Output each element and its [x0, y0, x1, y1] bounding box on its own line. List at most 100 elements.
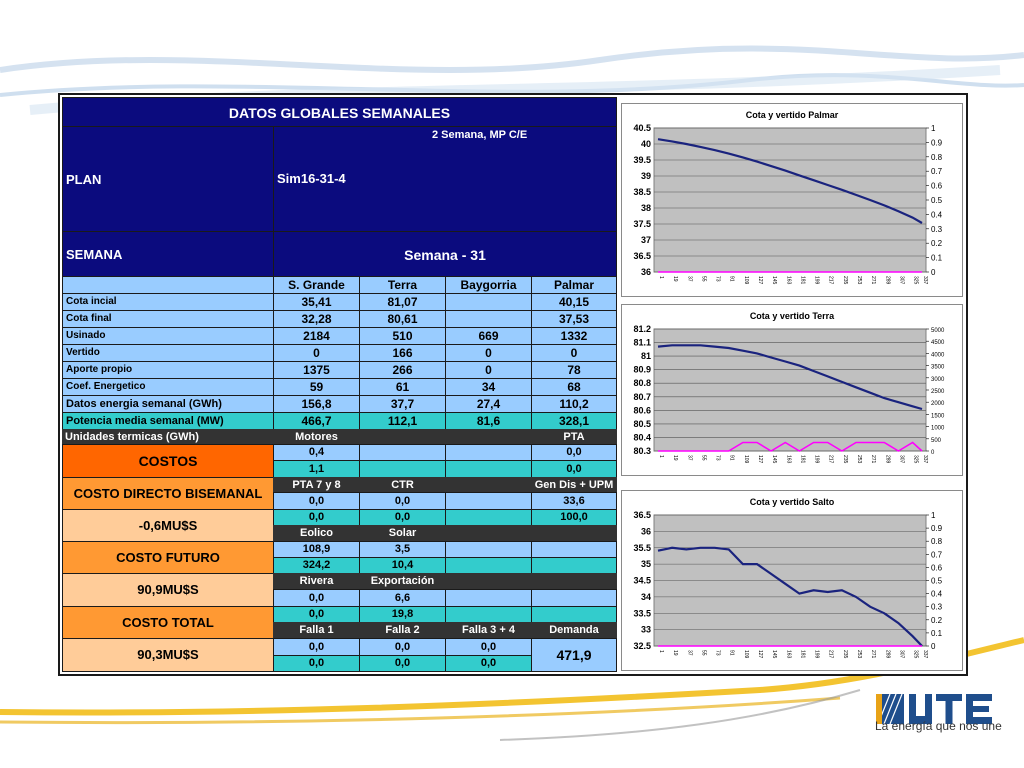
- termicas-cell: [445, 492, 532, 510]
- x-tick-label: 91: [729, 455, 735, 461]
- termicas-cell: 0,0: [531, 444, 617, 461]
- row-label: Vertido: [62, 344, 274, 362]
- y2-tick-label: 0.2: [931, 616, 943, 625]
- table-cell: 166: [359, 344, 446, 362]
- termicas-header: Falla 2: [359, 622, 446, 639]
- table-cell: 156,8: [273, 395, 360, 413]
- y2-tick-label: 0: [931, 268, 936, 277]
- y2-tick-label: 4000: [931, 352, 945, 358]
- y2-tick-label: 1500: [931, 413, 945, 419]
- x-tick-label: 307: [898, 455, 904, 464]
- table-cell: 34: [445, 378, 532, 396]
- y-tick-label: 35.5: [633, 543, 651, 553]
- x-tick-label: 289: [884, 650, 890, 659]
- y-tick-label: 34.5: [633, 576, 651, 586]
- termicas-header: CTR: [359, 477, 446, 493]
- y2-tick-label: 0.9: [931, 138, 943, 147]
- chart-title: Cota y vertido Terra: [750, 311, 835, 321]
- x-tick-label: 217: [828, 276, 834, 285]
- termicas-cell: 19,8: [359, 606, 446, 623]
- y-tick-label: 80.8: [633, 378, 651, 388]
- termicas-cell: [445, 589, 532, 607]
- termicas-cell: [445, 557, 532, 574]
- table-cell: 0: [273, 344, 360, 362]
- termicas-header: Exportación: [359, 573, 446, 590]
- y2-tick-label: 0.4: [931, 210, 943, 219]
- series-cota-line: [657, 138, 923, 224]
- termicas-cell: 0,0: [531, 460, 617, 478]
- x-tick-label: 127: [757, 276, 763, 285]
- y2-tick-label: 1: [931, 124, 936, 133]
- plan-subtitle: 2 Semana, MP C/E: [432, 129, 528, 141]
- y2-tick-label: 2500: [931, 389, 945, 395]
- termicas-header: PTA 7 y 8: [273, 477, 360, 493]
- plot-area: [653, 328, 927, 452]
- costo-total-value: 90,3MU$S: [62, 638, 274, 672]
- table-cell: 2184: [273, 327, 360, 345]
- y-tick-label: 39: [641, 171, 651, 181]
- termicas-cell: 0,0: [273, 589, 360, 607]
- costo-total-label: COSTO TOTAL: [62, 606, 274, 639]
- y-tick-label: 80.3: [633, 446, 651, 456]
- y2-tick-label: 0.9: [931, 524, 943, 533]
- y-tick-label: 37: [641, 235, 651, 245]
- y2-tick-label: 0.2: [931, 239, 943, 248]
- y-tick-label: 81.1: [633, 338, 651, 348]
- table-cell: 32,28: [273, 310, 360, 328]
- x-tick-label: 271: [870, 276, 876, 285]
- col-header: Terra: [359, 276, 446, 294]
- termicas-cell: 0,0: [359, 509, 446, 526]
- chart-title: Cota y vertido Palmar: [746, 110, 839, 120]
- x-tick-label: 199: [814, 276, 820, 285]
- termicas-cell: [445, 444, 532, 461]
- report-title: DATOS GLOBALES SEMANALES: [62, 97, 617, 127]
- x-tick-label: 163: [785, 455, 791, 464]
- table-cell: 669: [445, 327, 532, 345]
- termicas-cell: 6,6: [359, 589, 446, 607]
- termicas-cell: 0,0: [359, 492, 446, 510]
- x-tick-label: 307: [898, 276, 904, 285]
- y2-tick-label: 0.7: [931, 550, 943, 559]
- x-tick-label: 37: [686, 276, 692, 282]
- y-tick-label: 40.5: [633, 123, 651, 133]
- termicas-header: Motores: [273, 429, 360, 445]
- table-cell: 510: [359, 327, 446, 345]
- x-tick-label: 325: [913, 276, 919, 285]
- y2-tick-label: 0.8: [931, 153, 943, 162]
- x-tick-label: 37: [686, 650, 692, 656]
- table-cell: 0: [531, 344, 617, 362]
- table-cell: 27,4: [445, 395, 532, 413]
- x-tick-label: 235: [842, 650, 848, 659]
- termicas-header: Eolico: [273, 525, 360, 542]
- row-label: Usinado: [62, 327, 274, 345]
- x-tick-label: 73: [715, 276, 721, 282]
- table-cell: 81,6: [445, 412, 532, 430]
- y2-tick-label: 3000: [931, 377, 945, 383]
- table-cell: 81,07: [359, 293, 446, 311]
- semana-value: Semana - 31: [273, 231, 617, 277]
- x-tick-label: 109: [743, 650, 749, 659]
- termicas-cell: [445, 606, 532, 623]
- costo-directo-label: COSTO DIRECTO BISEMANAL: [62, 477, 274, 510]
- y2-tick-label: 5000: [931, 328, 945, 334]
- x-tick-label: 73: [715, 650, 721, 656]
- y2-tick-label: 0.6: [931, 182, 943, 191]
- x-tick-label: 109: [743, 276, 749, 285]
- x-tick-label: 1: [658, 276, 664, 279]
- table-cell: 1332: [531, 327, 617, 345]
- table-cell: 266: [359, 361, 446, 379]
- termicas-cell: 0,4: [273, 444, 360, 461]
- table-cell: 1375: [273, 361, 360, 379]
- plot-area: [653, 127, 927, 273]
- x-tick-label: 199: [814, 455, 820, 464]
- termicas-cell: 0,0: [273, 638, 360, 656]
- termicas-cell: [445, 460, 532, 478]
- y-tick-label: 36.5: [633, 510, 651, 520]
- y2-tick-label: 3500: [931, 365, 945, 371]
- y-tick-label: 80.7: [633, 392, 651, 402]
- x-tick-label: 271: [870, 455, 876, 464]
- costo-futuro-label: COSTO FUTURO: [62, 541, 274, 574]
- data-sheet: DATOS GLOBALES SEMANALES PLAN 2 Semana, …: [62, 97, 617, 672]
- termicas-cell: 0,0: [445, 655, 532, 672]
- table-cell: 80,61: [359, 310, 446, 328]
